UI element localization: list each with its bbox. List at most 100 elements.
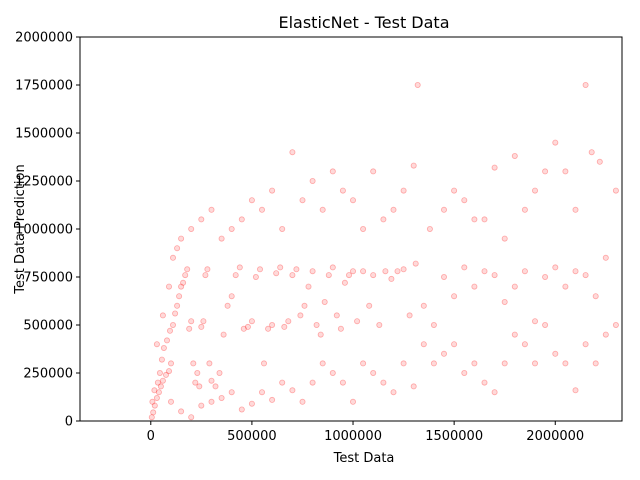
data-point	[192, 379, 199, 386]
y-tick-label: 1750000	[15, 79, 73, 94]
data-point	[174, 245, 181, 252]
data-point	[166, 327, 173, 334]
data-point	[349, 398, 356, 405]
data-point	[461, 369, 468, 376]
data-point	[182, 272, 189, 279]
data-point	[202, 272, 209, 279]
data-point	[542, 168, 549, 175]
data-point	[153, 394, 160, 401]
data-point	[248, 197, 255, 204]
data-point	[430, 360, 437, 367]
data-point	[451, 293, 458, 300]
data-point	[354, 318, 361, 325]
data-point	[400, 266, 407, 273]
data-point	[612, 321, 619, 328]
data-point	[440, 350, 447, 357]
data-point	[552, 264, 559, 271]
y-tick-label: 1000000	[15, 223, 73, 238]
data-point	[572, 206, 579, 213]
data-point	[277, 264, 284, 271]
data-point	[212, 383, 219, 390]
data-point	[309, 177, 316, 184]
data-point	[305, 283, 312, 290]
y-axis-label: Test Data Prediction	[13, 164, 28, 295]
data-point	[329, 369, 336, 376]
data-point	[200, 318, 207, 325]
data-point	[269, 187, 276, 194]
data-point	[178, 283, 185, 290]
data-point	[159, 377, 166, 384]
data-point	[208, 398, 215, 405]
data-point	[380, 379, 387, 386]
data-point	[471, 283, 478, 290]
data-point	[236, 264, 243, 271]
data-point	[400, 360, 407, 367]
data-point	[178, 235, 185, 242]
data-point	[244, 323, 251, 330]
data-point	[309, 379, 316, 386]
data-point	[532, 360, 539, 367]
data-point	[165, 283, 172, 290]
data-point	[169, 254, 176, 261]
data-point	[339, 187, 346, 194]
data-point	[224, 302, 231, 309]
data-point	[153, 341, 160, 348]
data-point	[198, 323, 205, 330]
data-point	[167, 398, 174, 405]
data-point	[562, 283, 569, 290]
data-point	[190, 360, 197, 367]
x-tick-label: 1500000	[425, 429, 483, 444]
data-point	[228, 225, 235, 232]
data-point	[265, 325, 272, 332]
data-point	[440, 273, 447, 280]
x-tick-label: 1000000	[324, 429, 382, 444]
data-point	[151, 402, 158, 409]
data-point	[279, 379, 286, 386]
data-point	[360, 225, 367, 232]
data-point	[596, 158, 603, 165]
data-point	[552, 139, 559, 146]
data-point	[420, 341, 427, 348]
data-point	[204, 266, 211, 273]
chart-title: ElasticNet - Test Data	[278, 13, 449, 32]
y-tick-label: 1250000	[15, 175, 73, 190]
data-point	[154, 379, 161, 386]
data-point	[400, 187, 407, 194]
data-point	[148, 414, 155, 421]
data-point	[248, 318, 255, 325]
data-point	[281, 323, 288, 330]
data-point	[471, 216, 478, 223]
data-point	[370, 369, 377, 376]
data-point	[158, 356, 165, 363]
data-point	[184, 266, 191, 273]
data-point	[532, 318, 539, 325]
y-tick-label: 1500000	[15, 127, 73, 142]
data-point	[149, 398, 156, 405]
data-point	[582, 341, 589, 348]
data-point	[370, 272, 377, 279]
data-point	[176, 293, 183, 300]
plot-background	[80, 37, 622, 421]
data-point	[582, 82, 589, 89]
data-point	[198, 402, 205, 409]
data-point	[572, 268, 579, 275]
data-point	[602, 254, 609, 261]
data-point	[299, 398, 306, 405]
data-point	[521, 341, 528, 348]
data-point	[461, 264, 468, 271]
data-point	[406, 312, 413, 319]
data-point	[155, 389, 162, 396]
data-point	[410, 383, 417, 390]
data-point	[206, 360, 213, 367]
data-point	[178, 408, 185, 415]
data-point	[461, 197, 468, 204]
data-point	[426, 225, 433, 232]
data-point	[349, 197, 356, 204]
data-point	[289, 387, 296, 394]
y-tick-label: 250000	[23, 367, 73, 382]
data-point	[228, 293, 235, 300]
data-point	[412, 260, 419, 267]
data-point	[159, 312, 166, 319]
data-point	[258, 389, 265, 396]
data-point	[319, 360, 326, 367]
